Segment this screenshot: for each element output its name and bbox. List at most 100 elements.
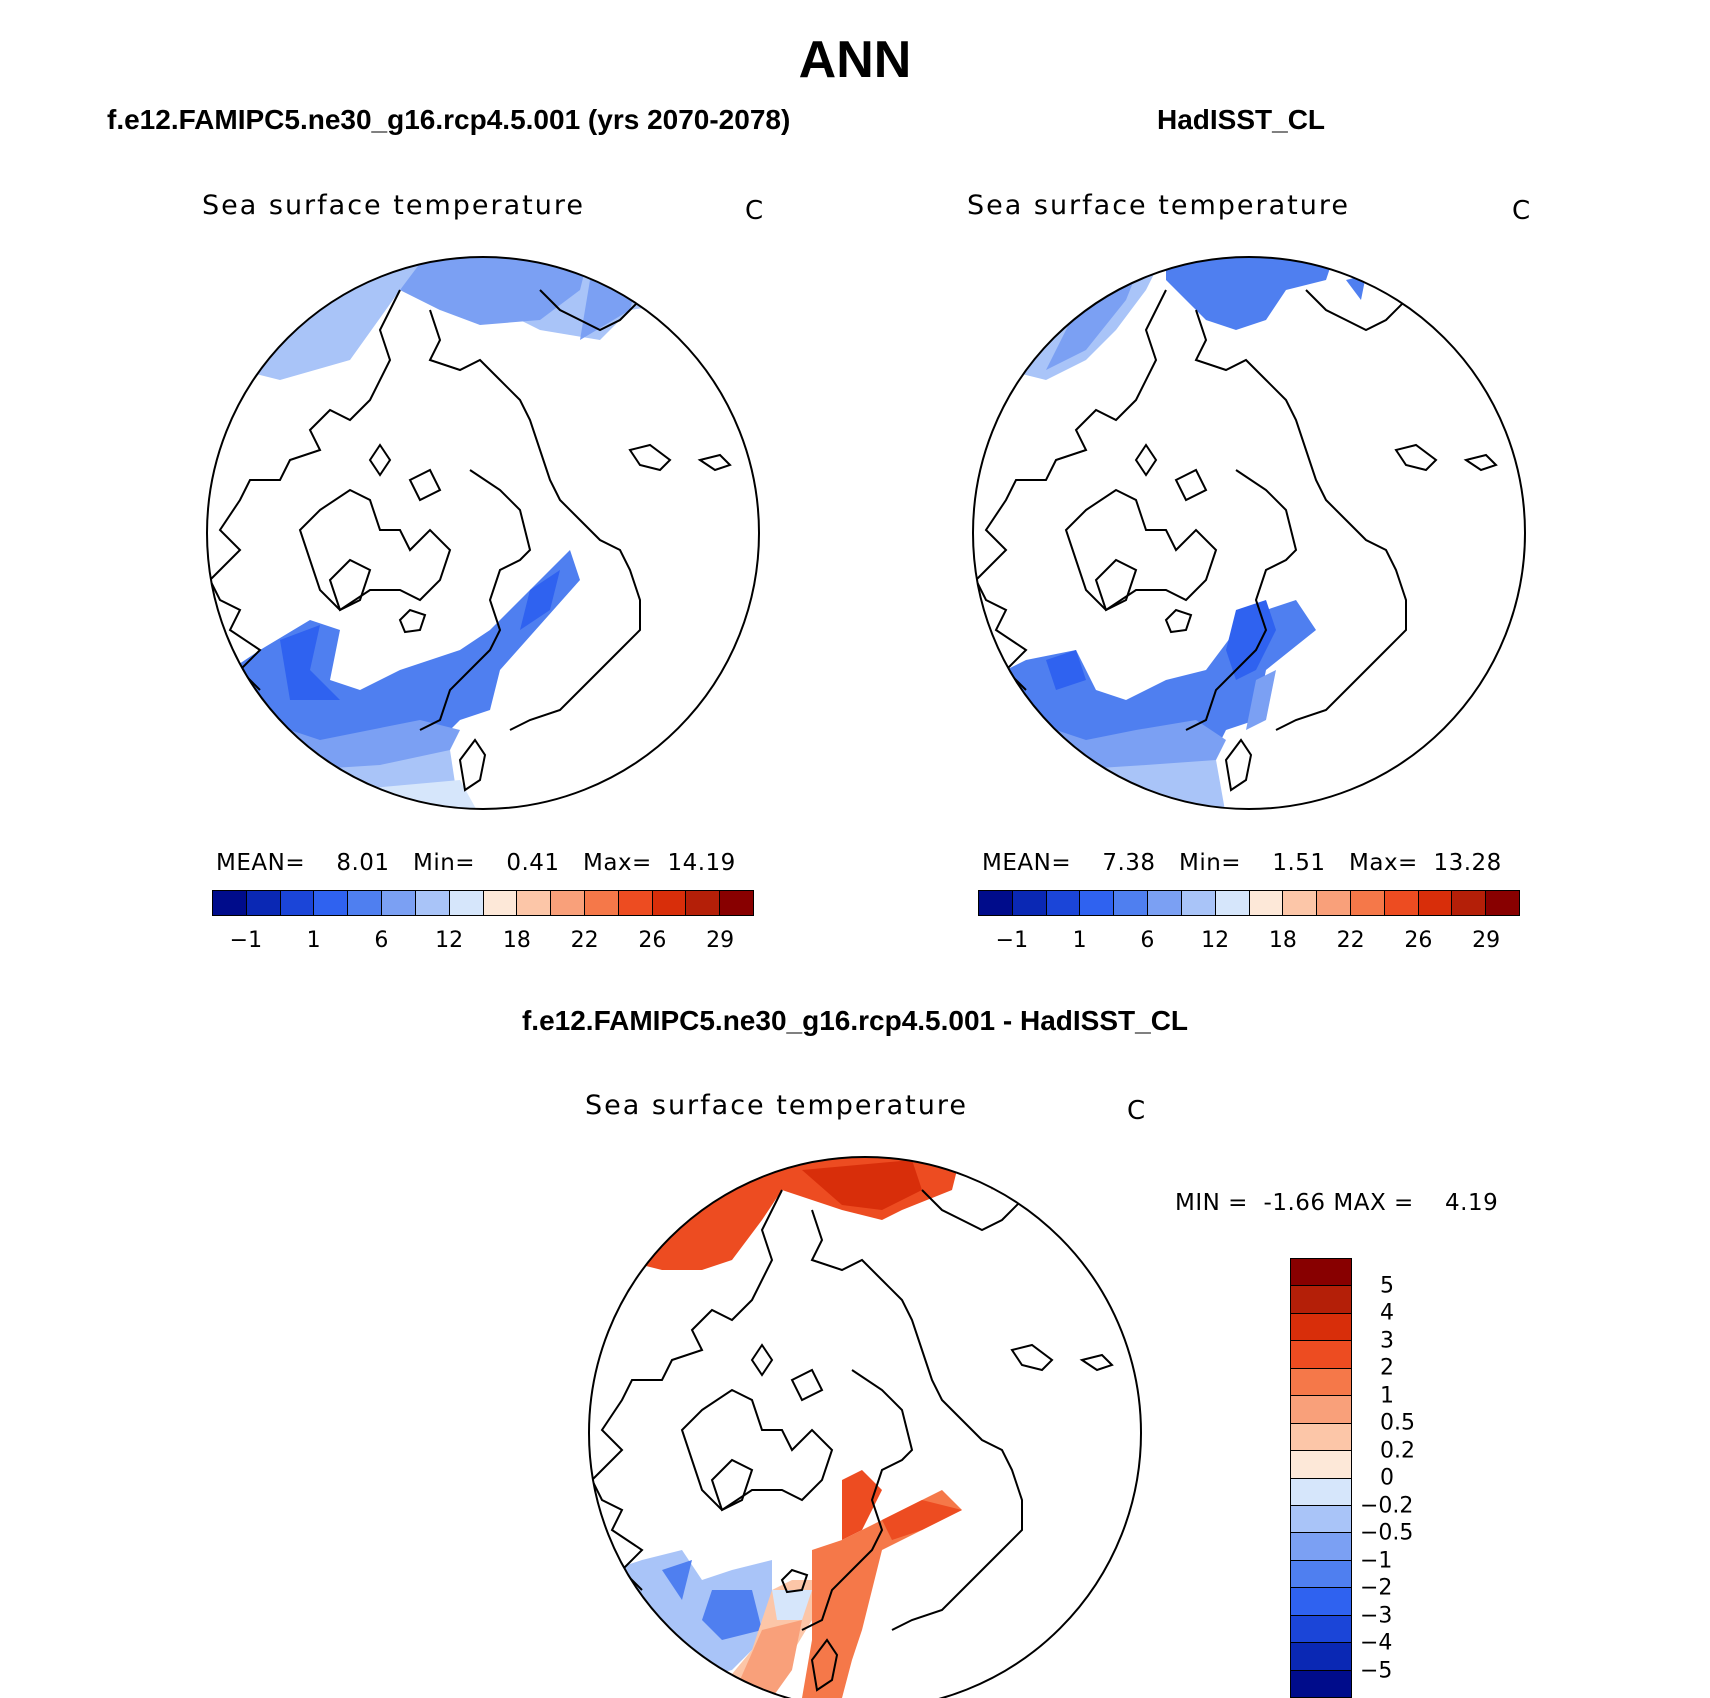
panel3-colorbar-tick-label: 2 <box>1380 1355 1394 1381</box>
panel3-colorbar-tick-label: −3 <box>1360 1603 1393 1628</box>
panel2-polar-map <box>972 256 1526 810</box>
panel1-colorbar-tick-label: 18 <box>502 928 531 953</box>
panel1-colorbar-swatch <box>652 891 687 915</box>
panel2-colorbar-tick-label: 1 <box>1072 928 1087 953</box>
panel3-colorbar-swatch <box>1291 1533 1351 1561</box>
panel3-units: C <box>1127 1096 1146 1126</box>
panel1-colorbar-swatch <box>517 891 552 915</box>
panel3-colorbar <box>1290 1258 1352 1698</box>
panel3-colorbar-swatch <box>1291 1588 1351 1616</box>
panel1-variable: Sea surface temperature <box>202 190 585 221</box>
panel1-colorbar-swatch <box>551 891 585 915</box>
panel3-colorbar-tick-label: 0 <box>1380 1465 1394 1491</box>
panel1-colorbar-swatch <box>415 891 450 915</box>
panel1-colorbar-swatch <box>618 891 653 915</box>
panel3-max-value: 4.19 <box>1445 1190 1499 1216</box>
panel1-colorbar-swatch <box>280 891 315 915</box>
panel1-units: C <box>745 196 764 226</box>
panel2-colorbar-swatch <box>1012 891 1047 915</box>
panel1-colorbar <box>212 890 754 916</box>
panel2-colorbar-tick-label: 29 <box>1472 928 1501 953</box>
panel1-mean-value: 8.01 <box>336 850 390 876</box>
panel1-colorbar-swatch <box>449 891 484 915</box>
panel3-colorbar-swatch <box>1291 1451 1351 1479</box>
panel3-stats: MIN = -1.66 MAX = 4.19 <box>1175 1190 1498 1216</box>
panel1-colorbar-swatch <box>382 891 416 915</box>
panel1-colorbar-tick-label: 6 <box>374 928 389 953</box>
panel3-colorbar-swatch <box>1291 1368 1351 1397</box>
panel2-mean-value: 7.38 <box>1102 850 1156 876</box>
panel1-polar-map <box>206 256 760 810</box>
panel3-colorbar-swatch <box>1291 1670 1351 1697</box>
panel2-colorbar-tick-label: 18 <box>1268 928 1297 953</box>
panel1-mean-label: MEAN= <box>216 850 306 876</box>
panel1-max-label: Max= <box>583 850 652 876</box>
panel2-colorbar-swatch <box>1486 891 1519 915</box>
panel1-colorbar-swatch <box>483 891 518 915</box>
panel2-colorbar-swatch <box>1080 891 1115 915</box>
panel1-colorbar-swatch <box>720 891 753 915</box>
panel2-colorbar-swatch <box>1249 891 1284 915</box>
panel2-colorbar-tick-label: 6 <box>1140 928 1155 953</box>
panel1-max-value: 14.19 <box>667 850 736 876</box>
panel2-colorbar-tick-label: 22 <box>1336 928 1365 953</box>
panel1-colorbar-swatch <box>584 891 619 915</box>
panel2-colorbar-tick-label: −1 <box>995 928 1029 953</box>
panel3-colorbar-swatch <box>1291 1560 1351 1589</box>
panel3-max-label: MAX = <box>1333 1190 1414 1216</box>
panel2-colorbar-swatch <box>1215 891 1250 915</box>
panel2-colorbar-swatch <box>1384 891 1419 915</box>
panel2-min-value: 1.51 <box>1272 850 1326 876</box>
panel2-colorbar-swatch <box>1181 891 1216 915</box>
panel3-colorbar-tick-label: −2 <box>1360 1575 1393 1601</box>
panel3-colorbar-swatch <box>1291 1396 1351 1424</box>
panel3-colorbar-tick-label: 1 <box>1380 1383 1394 1408</box>
panel3-colorbar-swatch <box>1291 1478 1351 1506</box>
panel2-max-label: Max= <box>1349 850 1418 876</box>
panel2-title: HadISST_CL <box>1157 104 1326 135</box>
panel1-colorbar-tick-label: 29 <box>706 928 735 953</box>
panel3-title: f.e12.FAMIPC5.ne30_g16.rcp4.5.001 - HadI… <box>521 1005 1189 1036</box>
panel3-variable: Sea surface temperature <box>585 1090 968 1121</box>
panel3-colorbar-tick-label: 0.5 <box>1380 1410 1415 1436</box>
panel2-colorbar-tick-label: 12 <box>1201 928 1230 953</box>
panel1-min-label: Min= <box>413 850 476 876</box>
panel2-units: C <box>1512 196 1531 226</box>
panel1-colorbar-tick-label: −1 <box>229 928 263 953</box>
panel1-colorbar-tick-label: 22 <box>570 928 599 953</box>
panel2-colorbar-swatch <box>1418 891 1453 915</box>
panel3-colorbar-tick-label: −1 <box>1360 1548 1393 1573</box>
panel3-colorbar-tick-label: 4 <box>1380 1300 1394 1326</box>
panel3-colorbar-tick-label: −0.5 <box>1360 1520 1414 1546</box>
panel3-colorbar-tick-label: 3 <box>1380 1328 1394 1353</box>
panel2-colorbar-swatch <box>1283 891 1318 915</box>
panel3-colorbar-swatch <box>1291 1643 1351 1671</box>
panel3-min-value: -1.66 <box>1263 1190 1326 1216</box>
panel3-colorbar-tick-label: 5 <box>1380 1273 1394 1298</box>
panel3-min-label: MIN = <box>1175 1190 1248 1216</box>
panel2-variable: Sea surface temperature <box>967 190 1350 221</box>
panel2-mean-label: MEAN= <box>982 850 1072 876</box>
panel3-colorbar-swatch <box>1291 1505 1351 1534</box>
panel2-colorbar-swatch <box>1452 891 1487 915</box>
panel3-colorbar-swatch <box>1291 1615 1351 1644</box>
panel1-colorbar-labels: −1 1 6 12 18 22 26 29 <box>212 928 754 958</box>
panel2-colorbar-tick-label: 26 <box>1404 928 1433 953</box>
panel2-stats: MEAN= 7.38 Min= 1.51 Max= 13.28 <box>982 850 1502 876</box>
panel3-colorbar-tick-label: −4 <box>1360 1630 1393 1656</box>
panel3-colorbar-tick-label: 0.2 <box>1380 1438 1415 1463</box>
panel2-max-value: 13.28 <box>1433 850 1502 876</box>
panel1-colorbar-tick-label: 12 <box>435 928 464 953</box>
panel3-colorbar-swatch <box>1291 1286 1351 1314</box>
panel2-colorbar-swatch <box>1350 891 1385 915</box>
panel2-colorbar <box>978 890 1520 916</box>
panel3-colorbar-swatch <box>1291 1259 1351 1287</box>
main-title: ANN <box>798 31 912 89</box>
panel3-colorbar-swatch <box>1291 1313 1351 1342</box>
panel1-colorbar-tick-label: 26 <box>638 928 667 953</box>
panel3-polar-map <box>588 1156 1142 1698</box>
panel1-min-value: 0.41 <box>506 850 560 876</box>
panel1-colorbar-swatch <box>348 891 383 915</box>
panel2-colorbar-swatch <box>1114 891 1149 915</box>
panel1-colorbar-swatch <box>686 891 721 915</box>
